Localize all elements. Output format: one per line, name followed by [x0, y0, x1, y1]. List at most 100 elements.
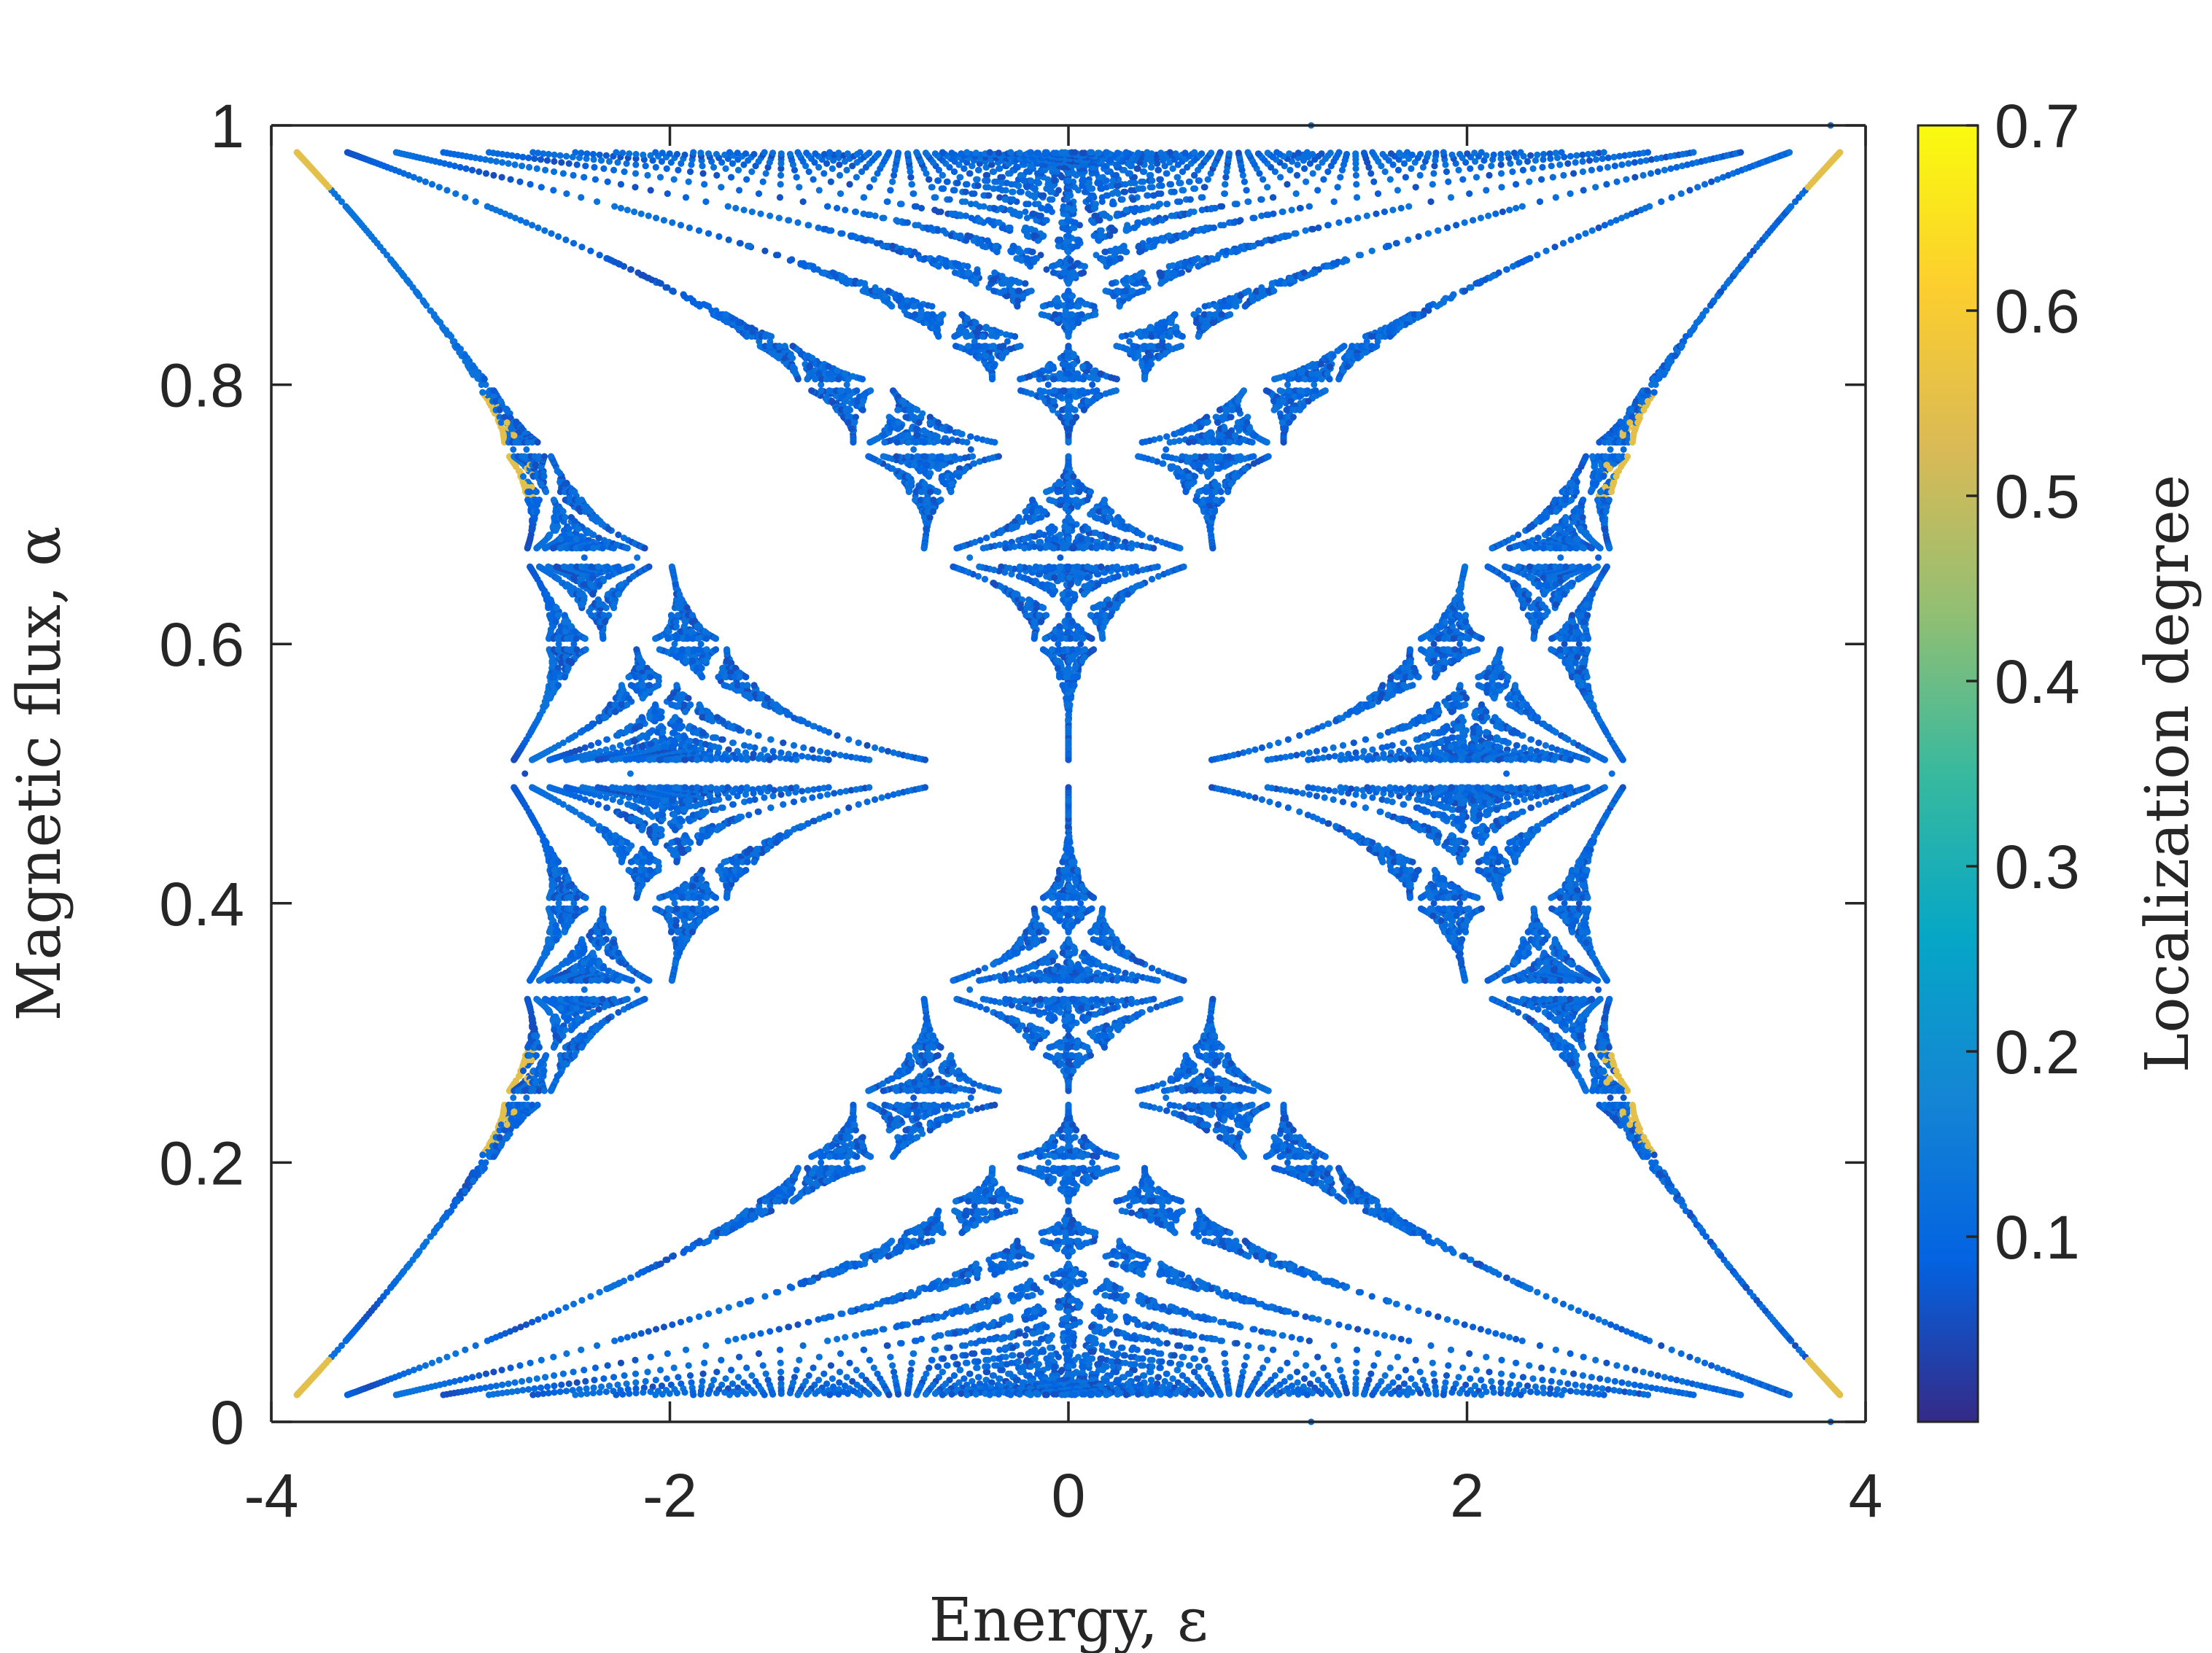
spectrum-point: [1557, 987, 1564, 993]
spectrum-point: [1583, 230, 1589, 237]
spectrum-point: [1607, 1094, 1614, 1101]
spectrum-point: [1535, 534, 1542, 541]
spectrum-point: [1340, 798, 1346, 805]
spectrum-point: [1583, 1310, 1589, 1317]
spectrum-point: [776, 215, 783, 222]
spectrum-point: [1413, 184, 1419, 190]
spectrum-point: [1163, 1094, 1169, 1101]
spectrum-point: [1149, 965, 1155, 971]
spectrum-point: [1648, 381, 1655, 388]
spectrum-point: [888, 187, 894, 193]
spectrum-point: [517, 1362, 524, 1369]
spectrum-point: [1198, 1347, 1205, 1353]
spectrum-point: [523, 446, 529, 453]
spectrum-point: [1264, 1357, 1270, 1364]
spectrum-point: [1375, 190, 1381, 197]
spectrum-point: [791, 742, 797, 749]
spectrum-point: [866, 1357, 873, 1364]
spectrum-point: [1089, 381, 1095, 388]
spectrum-point: [1701, 181, 1708, 187]
spectrum-point: [816, 1354, 823, 1361]
spectrum-point: [1478, 215, 1484, 222]
spectrum-point: [755, 809, 761, 815]
spectrum-point: [1678, 1350, 1685, 1357]
spectrum-point: [527, 181, 534, 187]
spectrum-point: [1353, 181, 1359, 187]
spectrum-point: [436, 184, 443, 190]
spectrum-point: [1377, 809, 1384, 815]
spectrum-point: [1678, 190, 1685, 197]
spectrum-point: [885, 198, 891, 205]
spectrum-point: [1222, 181, 1229, 187]
spectrum-point: [548, 230, 555, 237]
spectrum-point: [837, 1310, 844, 1317]
spectrum-point: [653, 215, 659, 222]
spectrum-point: [844, 1159, 850, 1166]
spectrum-point: [1220, 446, 1227, 453]
spectrum-point: [1377, 732, 1384, 739]
spectrum-point: [1513, 181, 1519, 187]
spectrum-point: [912, 1319, 918, 1326]
spectrum-point: [864, 798, 871, 805]
spectrum-point: [1466, 190, 1472, 197]
spectrum-point: [777, 181, 784, 187]
spectrum-point: [478, 381, 485, 388]
spectrum-point: [1166, 1360, 1173, 1366]
spectrum-point: [631, 209, 637, 215]
spectrum-point: [777, 194, 783, 201]
spectrum-point: [605, 1362, 611, 1369]
spectrum-point: [529, 1319, 535, 1326]
spectrum-point: [805, 1319, 812, 1326]
spectrum-point: [1514, 742, 1521, 749]
spectrum-point: [1413, 1357, 1419, 1364]
spectrum-point: [1202, 184, 1208, 190]
spectrum-point: [1658, 1342, 1664, 1349]
spectrum-point: [950, 1354, 957, 1361]
spectrum-point: [548, 1310, 555, 1317]
spectrum-point: [1128, 187, 1134, 193]
spectrum-point: [1306, 203, 1313, 210]
spectrum-point: [1222, 1360, 1229, 1366]
spectrum-point: [1466, 1350, 1472, 1357]
spectrum-point: [1400, 739, 1407, 746]
spectrum-point: [1448, 194, 1454, 201]
spectrum-point: [885, 1342, 891, 1349]
spectrum-point: [912, 1337, 918, 1344]
spectrum-point: [1694, 184, 1701, 190]
spectrum-point: [1163, 446, 1169, 453]
spectrum-point: [473, 198, 479, 205]
spectrum-point: [1003, 1354, 1009, 1361]
spectrum-point: [1147, 1006, 1154, 1013]
spectrum-point: [1166, 181, 1173, 187]
spectrum-point: [1381, 209, 1388, 215]
spectrum-point: [1542, 742, 1549, 749]
spectrum-point: [1448, 1347, 1454, 1353]
spectrum-point: [628, 266, 635, 273]
spectrum-point: [1221, 190, 1227, 197]
spectrum-point: [1527, 804, 1534, 811]
spectrum-point: [703, 1342, 710, 1349]
spectrum-point: [1614, 1362, 1621, 1369]
spectrum-point: [1354, 1347, 1360, 1353]
spectrum-point: [1325, 222, 1332, 228]
spectrum-point: [452, 1350, 459, 1357]
spectrum-point: [777, 1360, 784, 1366]
spectrum-point: [628, 1275, 635, 1281]
spectrum-point: [834, 809, 841, 815]
spectrum-point: [632, 1357, 639, 1364]
spectrum-point: [1560, 240, 1567, 246]
spectrum-point: [1057, 987, 1063, 993]
spectrum-point: [1243, 187, 1249, 193]
spectrum-point: [678, 222, 684, 228]
spectrum-point: [634, 554, 640, 561]
spectrum-point: [1284, 1360, 1290, 1366]
spectrum-point: [1687, 187, 1693, 193]
spectrum-point: [1537, 198, 1543, 205]
spectrum-point: [852, 1332, 858, 1339]
spectrum-point: [1306, 1337, 1313, 1344]
spectrum-point: [845, 736, 852, 743]
spectrum-point: [912, 203, 918, 210]
spectrum-point: [834, 732, 841, 739]
spectrum-point: [1370, 1362, 1377, 1369]
spectrum-point: [521, 771, 528, 777]
